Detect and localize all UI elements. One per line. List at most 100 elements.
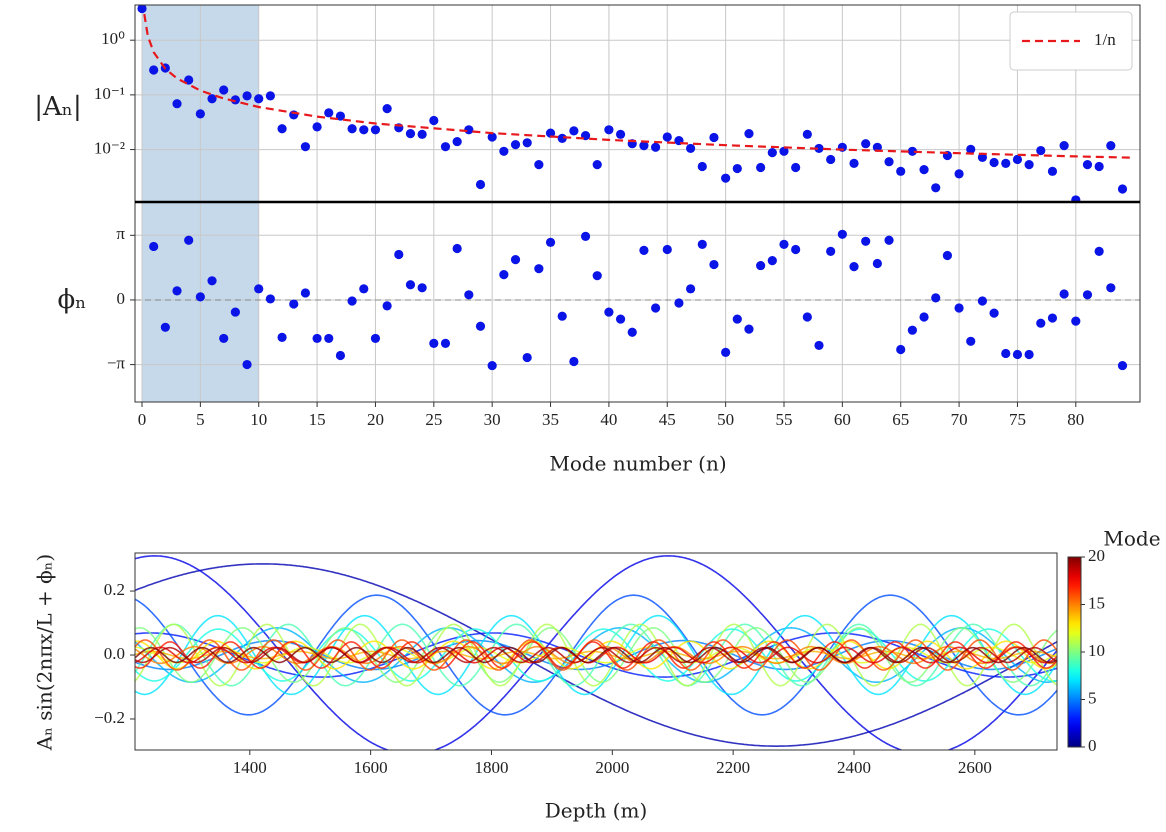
data-point bbox=[464, 125, 474, 135]
top-frame bbox=[134, 4, 1141, 203]
x-tick-label: 2600 bbox=[958, 758, 992, 777]
data-point bbox=[405, 128, 416, 139]
data-point bbox=[861, 139, 871, 149]
data-point bbox=[896, 344, 906, 355]
data-point bbox=[756, 162, 766, 173]
x-tick-label: 2200 bbox=[716, 758, 750, 777]
bottom-frame bbox=[134, 552, 1058, 751]
mode-curve bbox=[135, 563, 1057, 747]
data-point bbox=[674, 298, 684, 308]
data-point bbox=[289, 299, 299, 309]
data-point bbox=[265, 294, 276, 304]
data-point bbox=[1012, 154, 1023, 165]
y-tick-label: 0 bbox=[117, 289, 126, 308]
data-point bbox=[1036, 145, 1046, 156]
data-point bbox=[837, 229, 847, 239]
mode-curve bbox=[135, 555, 1057, 750]
colorbar-tick-label: 20 bbox=[1088, 546, 1105, 565]
data-point bbox=[1059, 141, 1069, 151]
data-point bbox=[791, 162, 801, 173]
data-point bbox=[814, 143, 824, 154]
y-axis-label: Aₙ sin(2nπx/L + ϕₙ) bbox=[33, 554, 57, 751]
data-point bbox=[242, 359, 252, 370]
data-point bbox=[545, 128, 556, 138]
data-point bbox=[779, 239, 789, 249]
data-point bbox=[650, 303, 661, 313]
y-tick-label: −π bbox=[107, 353, 126, 372]
data-point bbox=[557, 311, 567, 321]
x-tick-label: 50 bbox=[717, 410, 734, 429]
phase-panel: 0 5 10 15 20 25 30 35 40 45 50 55 60 65 70 75 80 π 0 −π bbox=[107, 202, 1140, 429]
data-point bbox=[417, 283, 427, 293]
data-point bbox=[650, 142, 661, 152]
data-point bbox=[721, 347, 731, 358]
data-point bbox=[195, 109, 205, 119]
colorbar-tick-label: 15 bbox=[1088, 593, 1105, 612]
data-point bbox=[709, 132, 719, 143]
y-tick-label: 10⁰ bbox=[101, 29, 125, 48]
data-point bbox=[569, 356, 579, 367]
data-point bbox=[919, 312, 929, 322]
x-tick-label: 60 bbox=[834, 410, 851, 429]
data-point bbox=[1024, 349, 1034, 360]
mid-frame bbox=[134, 201, 1141, 403]
x-tick-label: 45 bbox=[659, 410, 676, 429]
data-point bbox=[1071, 195, 1081, 202]
x-tick-label: 65 bbox=[892, 410, 909, 429]
data-point bbox=[394, 249, 404, 260]
y-axis-label: |Aₙ| bbox=[34, 92, 82, 122]
mode-curve bbox=[135, 594, 1057, 716]
x-tick-label: 15 bbox=[309, 410, 326, 429]
colorbar-label: Mode bbox=[1103, 527, 1160, 551]
data-point bbox=[849, 158, 859, 168]
data-point bbox=[931, 183, 941, 193]
data-point bbox=[184, 235, 194, 245]
mode-curve bbox=[135, 626, 1057, 683]
data-point bbox=[1106, 141, 1116, 151]
plot-area bbox=[135, 555, 1057, 750]
data-point bbox=[1094, 246, 1104, 256]
data-point bbox=[160, 322, 170, 332]
data-point bbox=[826, 246, 836, 256]
mode-curve bbox=[135, 646, 1057, 664]
data-point bbox=[896, 166, 906, 176]
data-point bbox=[324, 108, 334, 118]
x-tick-label: 20 bbox=[367, 410, 384, 429]
data-point bbox=[219, 85, 229, 95]
x-tick-label: 75 bbox=[1009, 410, 1026, 429]
data-point bbox=[219, 333, 229, 344]
data-point bbox=[195, 292, 205, 302]
data-point bbox=[335, 111, 346, 121]
data-point bbox=[149, 65, 159, 75]
colorbar-tick-label: 10 bbox=[1088, 641, 1105, 660]
data-point bbox=[942, 250, 953, 261]
y-axis-label: ϕₙ bbox=[58, 285, 87, 315]
data-point bbox=[732, 163, 742, 174]
data-point bbox=[1059, 289, 1069, 299]
data-point bbox=[686, 284, 696, 294]
data-point bbox=[487, 132, 497, 142]
data-point bbox=[277, 332, 287, 342]
data-point bbox=[1071, 316, 1081, 326]
data-point bbox=[522, 352, 532, 363]
data-point bbox=[429, 338, 439, 348]
x-tick-label: 40 bbox=[600, 410, 617, 429]
mode-curve bbox=[135, 626, 1057, 683]
data-point bbox=[639, 245, 649, 255]
data-point bbox=[989, 308, 999, 318]
data-point bbox=[242, 91, 252, 101]
x-axis-label: Mode number (n) bbox=[549, 452, 726, 476]
data-point bbox=[977, 152, 988, 162]
data-point bbox=[207, 276, 217, 286]
data-point bbox=[1094, 161, 1104, 172]
mode-curve bbox=[135, 623, 1057, 687]
data-point bbox=[884, 235, 894, 245]
data-point bbox=[1106, 283, 1116, 293]
data-point bbox=[744, 128, 754, 139]
data-point bbox=[779, 146, 789, 156]
y-tick-label: 0.0 bbox=[104, 644, 125, 663]
data-point bbox=[1001, 348, 1011, 359]
data-point bbox=[417, 129, 427, 139]
